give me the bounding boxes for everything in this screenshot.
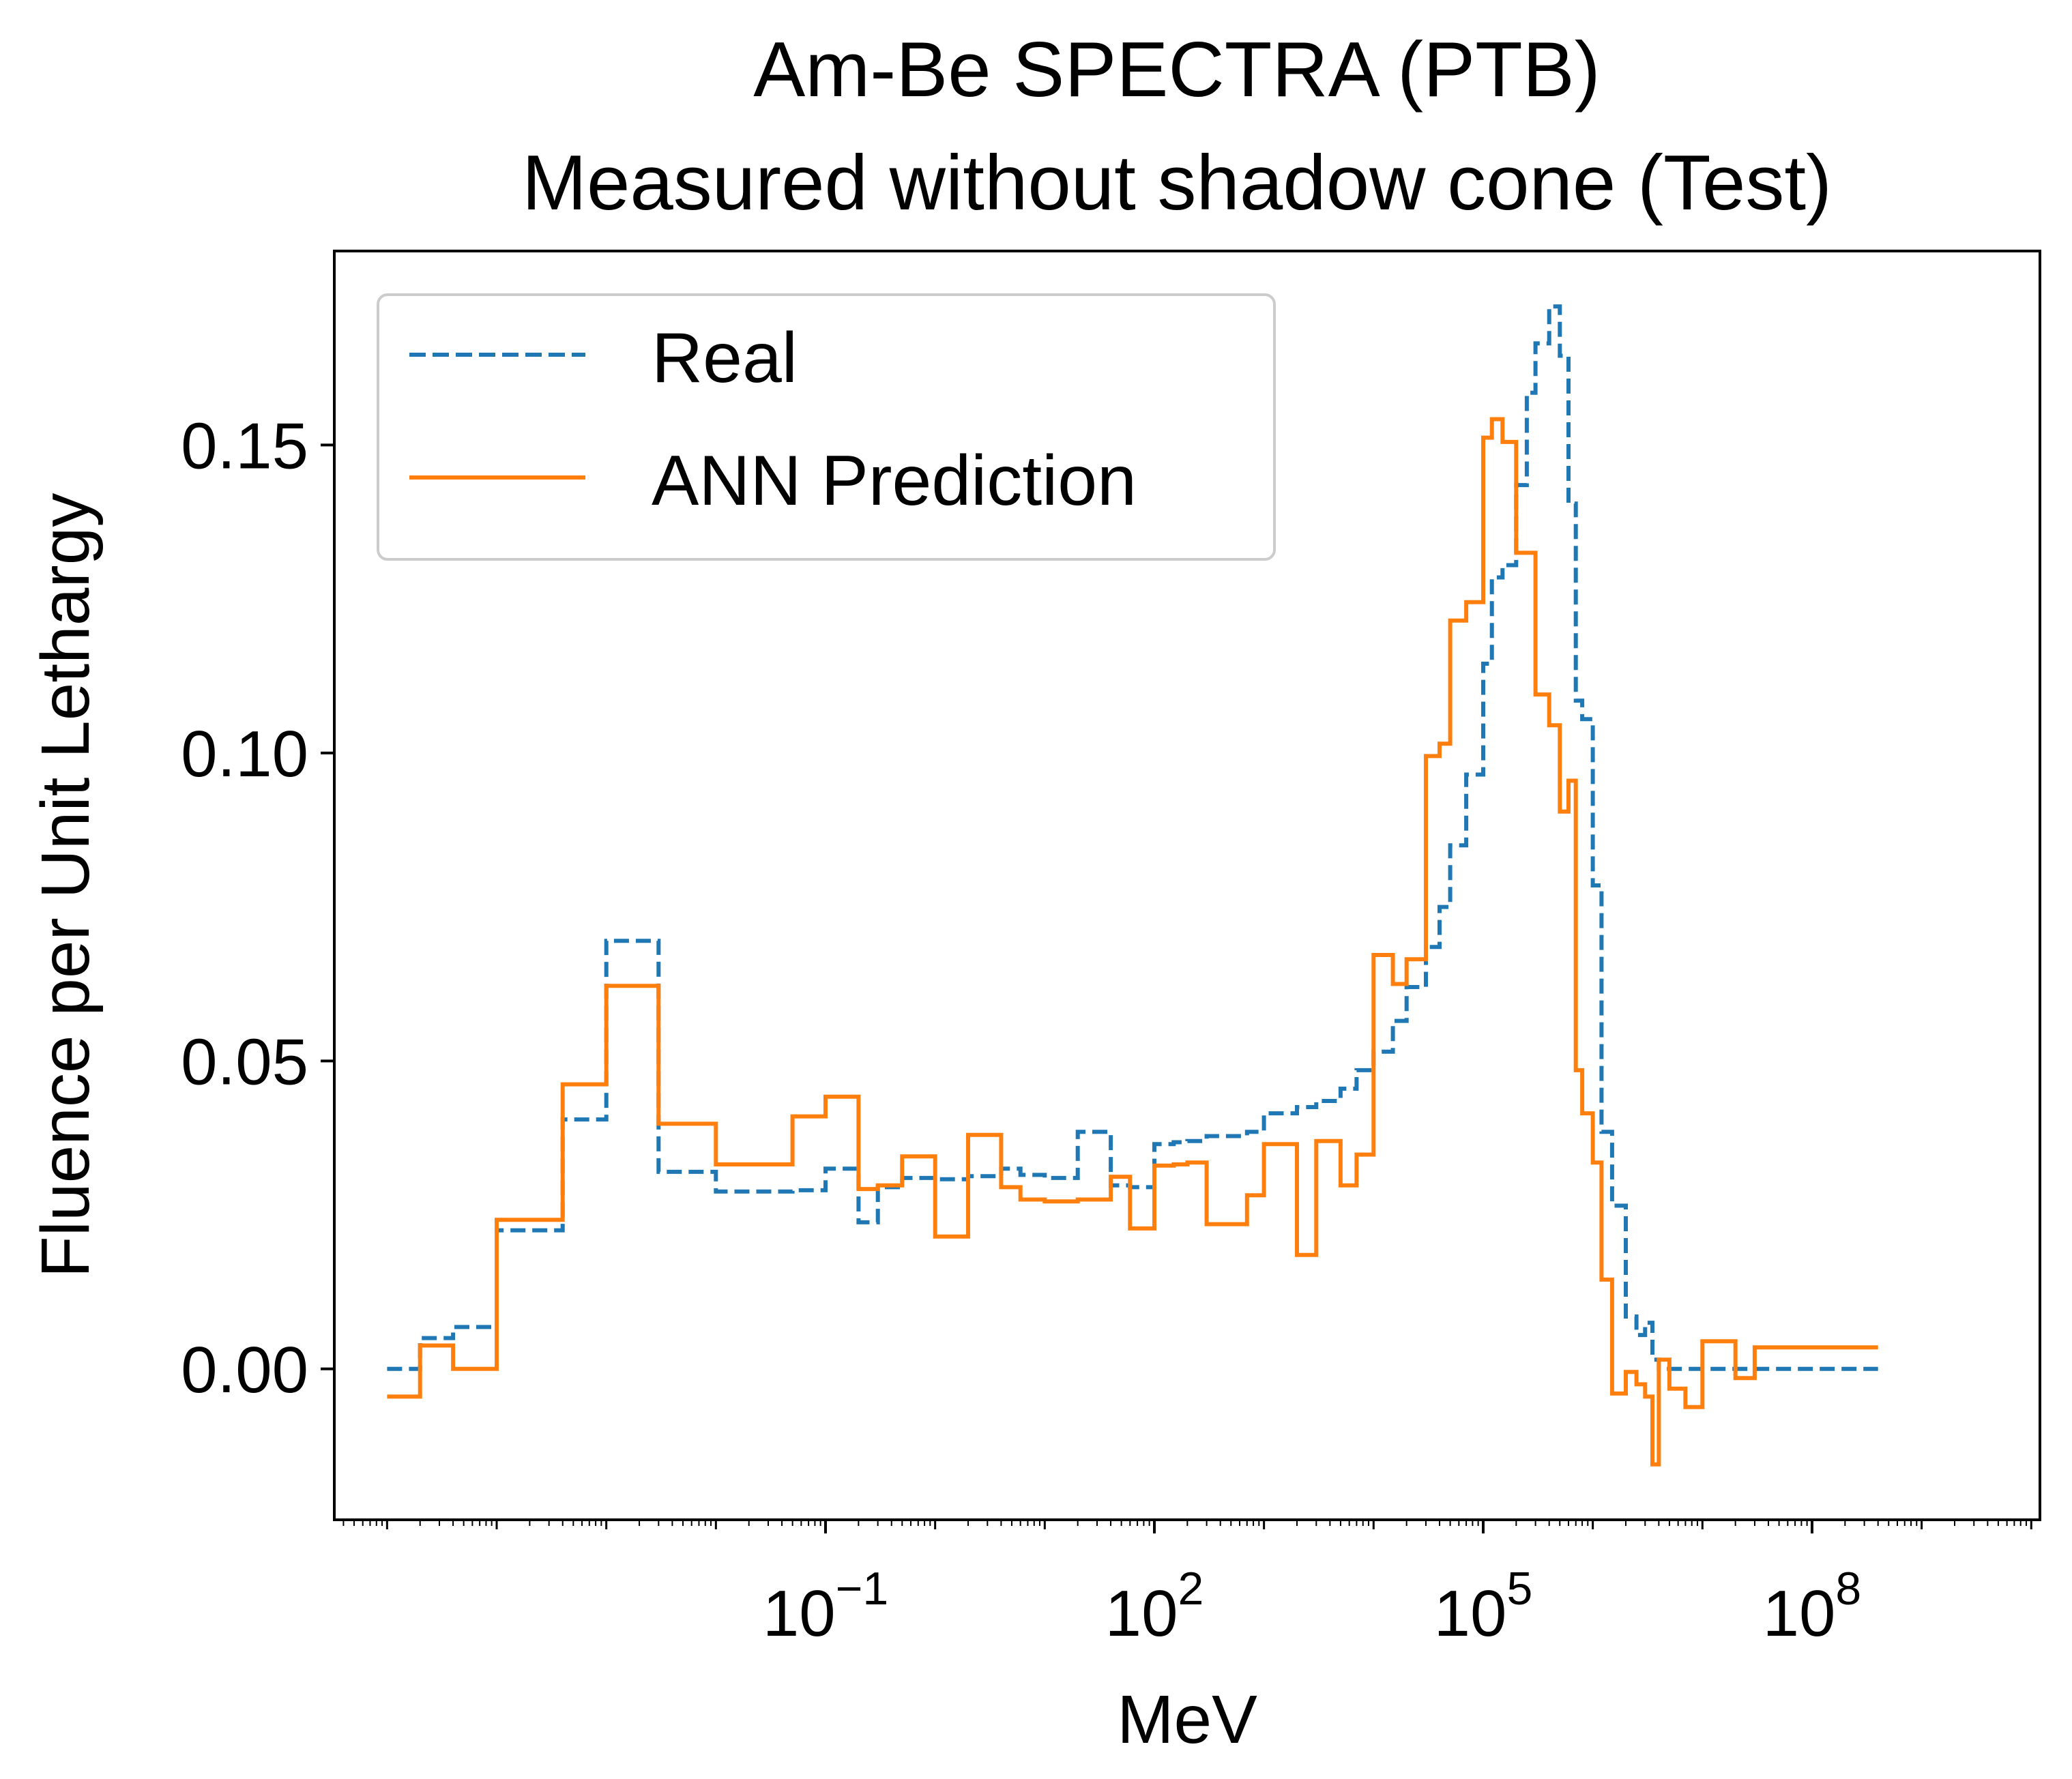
y-tick-label: 0.00 xyxy=(181,1334,308,1407)
y-axis-label: Fluence per Unit Lethargy xyxy=(27,493,104,1278)
y-tick-label: 0.15 xyxy=(181,409,308,482)
series-line-ann-prediction xyxy=(387,417,1878,1467)
legend-label-real: Real xyxy=(652,319,798,398)
x-axis-label: MeV xyxy=(1117,1681,1257,1758)
legend-box xyxy=(377,293,1276,561)
x-axis: 10−1 102 105 108 xyxy=(342,1520,2032,1650)
legend-label-ann-prediction: ANN Prediction xyxy=(652,441,1137,520)
x-tick-label: 105 xyxy=(1434,1563,1533,1650)
series-line-real xyxy=(387,304,1878,1371)
y-tick-label: 0.10 xyxy=(181,718,308,791)
x-tick-label: 108 xyxy=(1763,1563,1862,1650)
chart-subtitle: Measured without shadow cone (Test) xyxy=(522,140,1832,226)
x-tick-label: 10−1 xyxy=(763,1563,888,1650)
chart-title: Am-Be SPECTRA (PTB) xyxy=(753,27,1601,113)
y-axis: 0.00 0.05 0.10 0.15 xyxy=(181,409,334,1407)
legend: Real ANN Prediction xyxy=(377,293,1276,561)
y-tick-label: 0.05 xyxy=(181,1025,308,1098)
x-tick-label: 102 xyxy=(1105,1563,1204,1650)
series-layer xyxy=(387,304,1878,1467)
